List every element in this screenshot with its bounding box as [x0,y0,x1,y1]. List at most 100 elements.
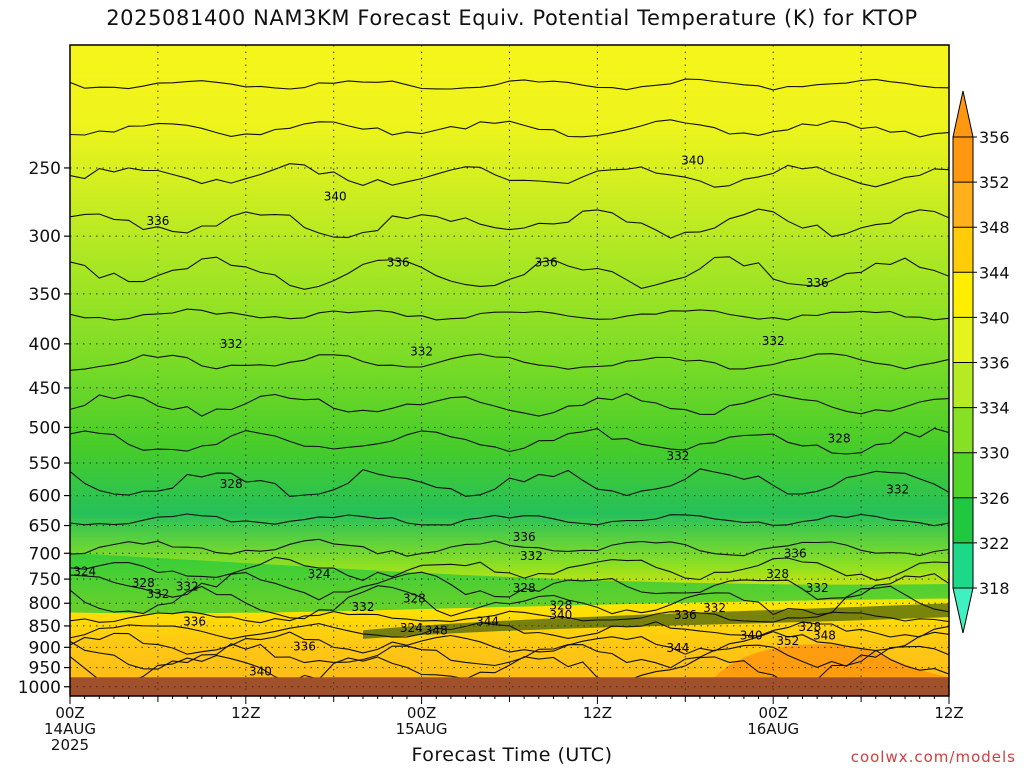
x-tick-label: 14AUG [44,720,96,738]
contour-label: 336 [535,256,558,270]
contour-label: 340 [249,664,272,678]
y-tick-label: 500 [29,418,61,438]
x-axis-label: Forecast Time (UTC) [411,744,613,766]
y-tick-label: 650 [29,517,61,537]
contour-label: 328 [132,576,155,590]
contour-line [70,468,949,497]
colorbar-label: 334 [979,399,1010,418]
colorbar-arrow-top [952,90,974,138]
contour-lines [70,78,949,685]
chart-title: 2025081400 NAM3KM Forecast Equiv. Potent… [106,6,918,30]
contour-label: 328 [513,581,536,595]
contour-label: 328 [403,592,426,606]
contour-label: 340 [324,190,347,204]
contour-label: 344 [667,641,690,655]
contour-label: 332 [520,549,543,563]
y-tick-label: 550 [29,454,61,474]
grid-lines [70,45,949,696]
colorbar-segment [953,542,973,588]
colorbar-segment [953,227,973,273]
contour-label: 336 [146,214,169,228]
y-tick-label: 800 [29,594,61,614]
x-tick-label: 12Z [231,704,260,722]
contour-label: 328 [220,477,243,491]
colorbar-segment [953,272,973,318]
contour-label: 324 [73,565,96,579]
contour-label: 336 [784,546,807,560]
contour-label: 332 [352,600,375,614]
colorbar-segment [953,452,973,498]
colorbar-segment [953,407,973,453]
x-tick-label: 00Z [55,704,84,722]
contour-label: 332 [220,337,243,351]
contour-line [70,427,949,455]
contour-line [70,631,949,655]
contour-line [70,513,949,527]
y-tick-label: 850 [29,617,61,637]
contour-label: 324 [400,621,423,635]
colorbar-label: 322 [979,534,1010,553]
contour-line [70,208,949,239]
y-tick-label: 450 [29,379,61,399]
colorbar-segment [953,182,973,228]
contour-label: 332 [410,344,433,358]
contour-label: 332 [667,449,690,463]
contour-label: 336 [674,608,697,622]
contour-label: 336 [293,639,316,653]
contour-label: 332 [886,482,909,496]
colorbar-label: 348 [979,218,1010,237]
contour-line [70,621,949,640]
contour-label: 332 [146,587,169,601]
contour-line [70,585,949,620]
contour-label: 336 [513,530,536,544]
x-tick-label: 2025 [51,736,89,754]
contour-label: 340 [681,153,704,167]
contour-label: 340 [549,608,572,622]
colorbar-arrow-bottom [952,587,974,634]
y-tick-label: 700 [29,544,61,564]
moist-layer-blob [70,553,949,614]
contour-line [70,571,949,601]
x-tick-label: 15AUG [396,720,448,738]
x-tick-label: 12Z [583,704,612,722]
colorbar-label: 340 [979,308,1010,327]
contour-line [70,78,949,91]
y-tick-label: 950 [29,659,61,679]
contour-line [70,163,949,188]
colorbar-segment [953,497,973,543]
x-tick-label: 12Z [934,704,963,722]
x-tick-label: 00Z [759,704,788,722]
contour-label: 332 [806,581,829,595]
contour-label: 328 [766,567,789,581]
contour-label: 332 [176,580,199,594]
contour-label: 336 [806,276,829,290]
colorbar-label: 318 [979,579,1010,598]
contour-line [70,640,949,670]
contour-label: 332 [703,601,726,615]
colorbar-label: 344 [979,263,1010,282]
contour-label: 348 [813,628,836,642]
x-tick-label: 00Z [407,704,436,722]
contour-label: 332 [762,334,785,348]
x-tick-label: 16AUG [747,720,799,738]
colorbar-segment [953,317,973,363]
contour-label: 328 [798,620,821,634]
contour-label: 352 [776,634,799,648]
contour-label: 328 [828,431,851,445]
colorbar-label: 356 [979,128,1010,147]
y-tick-label: 600 [29,487,61,507]
colorbar-segment [953,362,973,408]
contour-label: 340 [740,628,763,642]
y-axis: 2503003504004505005506006507007508008509… [18,159,70,698]
y-tick-label: 300 [29,227,61,247]
y-tick-label: 350 [29,285,61,305]
colorbar: 318 322 326 330 334 336 340 344 348 352 356 [952,90,1010,634]
y-tick-label: 400 [29,335,61,355]
colorbar-label: 336 [979,354,1010,373]
contour-line [70,119,949,138]
contour-label: 328 [549,599,572,613]
colorbar-label: 330 [979,444,1010,463]
